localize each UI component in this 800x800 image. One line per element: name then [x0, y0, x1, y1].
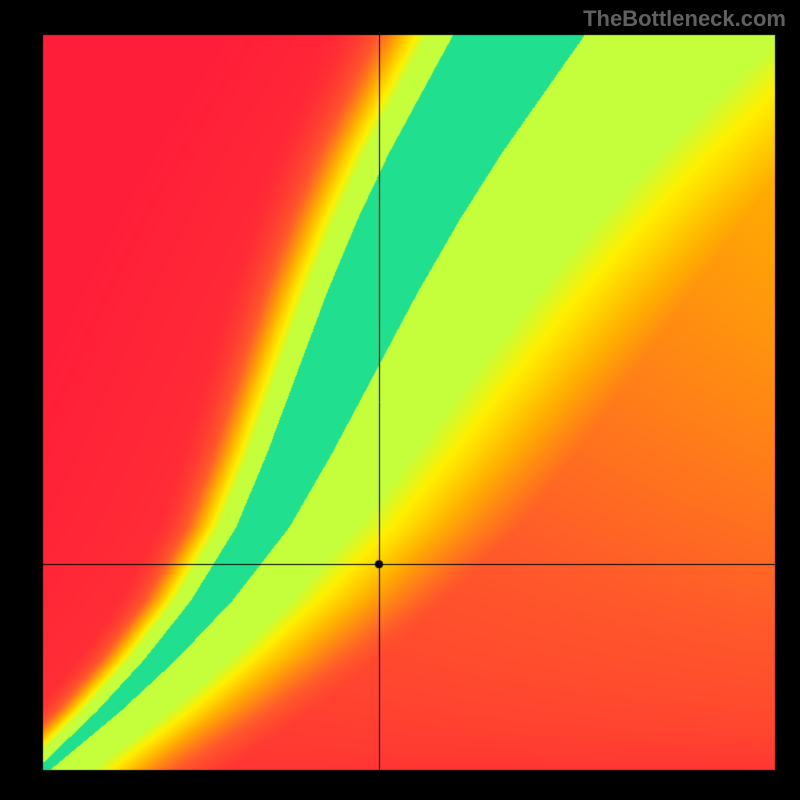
watermark-text: TheBottleneck.com	[583, 6, 786, 32]
heatmap-canvas	[0, 0, 800, 800]
chart-container: TheBottleneck.com	[0, 0, 800, 800]
